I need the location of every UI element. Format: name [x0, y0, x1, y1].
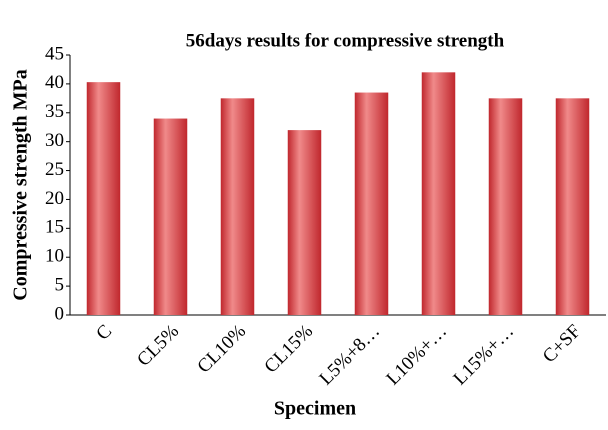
bar — [153, 118, 188, 315]
y-tick-label: 25 — [45, 159, 64, 180]
chart-title: 56days results for compressive strength — [186, 30, 505, 51]
bar — [555, 98, 590, 315]
bar — [86, 82, 121, 316]
y-tick-label: 0 — [55, 303, 65, 324]
y-tick-label: 5 — [55, 274, 65, 295]
y-axis-title: Compressive strength MPa — [10, 69, 32, 300]
x-tick-label: L10%+… — [382, 321, 451, 390]
y-tick-label: 10 — [45, 246, 64, 267]
bar — [488, 98, 523, 315]
y-tick-label: 40 — [45, 72, 64, 93]
x-axis-title: Specimen — [274, 398, 356, 420]
x-tick-label: L5%+8… — [315, 321, 384, 390]
x-tick-label: C+SF — [539, 321, 585, 367]
x-tick-label: CL15% — [260, 321, 317, 378]
y-tick-label: 45 — [45, 43, 64, 64]
x-tick-label: C — [92, 321, 116, 345]
y-tick-label: 35 — [45, 101, 64, 122]
x-tick-label: CL10% — [193, 321, 250, 378]
y-tick-label: 30 — [45, 130, 64, 151]
x-tick-label: L15%+… — [449, 321, 518, 390]
y-tick-label: 15 — [45, 217, 64, 238]
bar — [421, 72, 456, 315]
bar — [287, 130, 322, 315]
y-tick-label: 20 — [45, 188, 64, 209]
bar — [220, 98, 255, 315]
bar — [354, 92, 389, 315]
x-tick-label: CL5% — [133, 321, 183, 371]
